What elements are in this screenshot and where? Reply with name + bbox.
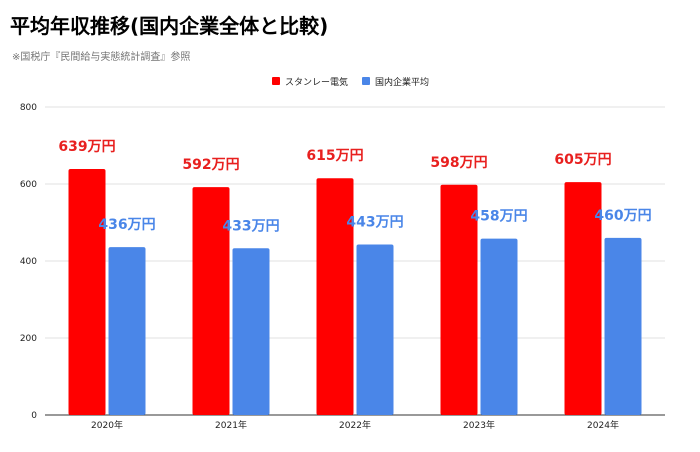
legend-label: 国内企業平均 — [375, 76, 429, 88]
legend-swatch — [362, 77, 370, 85]
data-label: 443万円 — [346, 214, 403, 230]
bar — [108, 247, 146, 415]
data-label: 436万円 — [98, 217, 155, 233]
chart-title: 平均年収推移(国内企業全体と比較) — [10, 14, 329, 38]
y-tick-label: 600 — [20, 180, 37, 190]
bar — [316, 178, 354, 415]
data-label: 598万円 — [430, 155, 487, 171]
bar — [604, 237, 642, 415]
data-label: 460万円 — [594, 208, 651, 224]
bar — [564, 182, 602, 415]
x-tick-label: 2022年 — [339, 419, 371, 431]
chart-subtitle: ※国税庁『民間給与実態統計調査』参照 — [12, 52, 191, 63]
bar — [480, 238, 518, 415]
y-tick-label: 200 — [20, 334, 37, 344]
bar — [232, 248, 270, 415]
bar — [356, 244, 394, 415]
y-tick-label: 400 — [20, 257, 37, 267]
x-tick-label: 2023年 — [463, 419, 495, 431]
data-label: 458万円 — [470, 209, 527, 225]
data-label: 615万円 — [306, 148, 363, 164]
legend-label: スタンレー電気 — [285, 76, 348, 88]
bar — [68, 168, 106, 415]
legend-swatch — [272, 77, 280, 85]
data-label: 433万円 — [222, 218, 279, 234]
x-tick-label: 2021年 — [215, 419, 247, 431]
x-tick-label: 2020年 — [91, 419, 123, 431]
data-label: 639万円 — [58, 139, 115, 155]
x-tick-label: 2024年 — [587, 419, 619, 431]
bar — [192, 187, 230, 415]
data-label: 592万円 — [182, 157, 239, 173]
data-label: 605万円 — [554, 152, 611, 168]
y-tick-label: 0 — [31, 411, 37, 421]
y-tick-label: 800 — [20, 103, 37, 113]
bar — [440, 184, 478, 415]
